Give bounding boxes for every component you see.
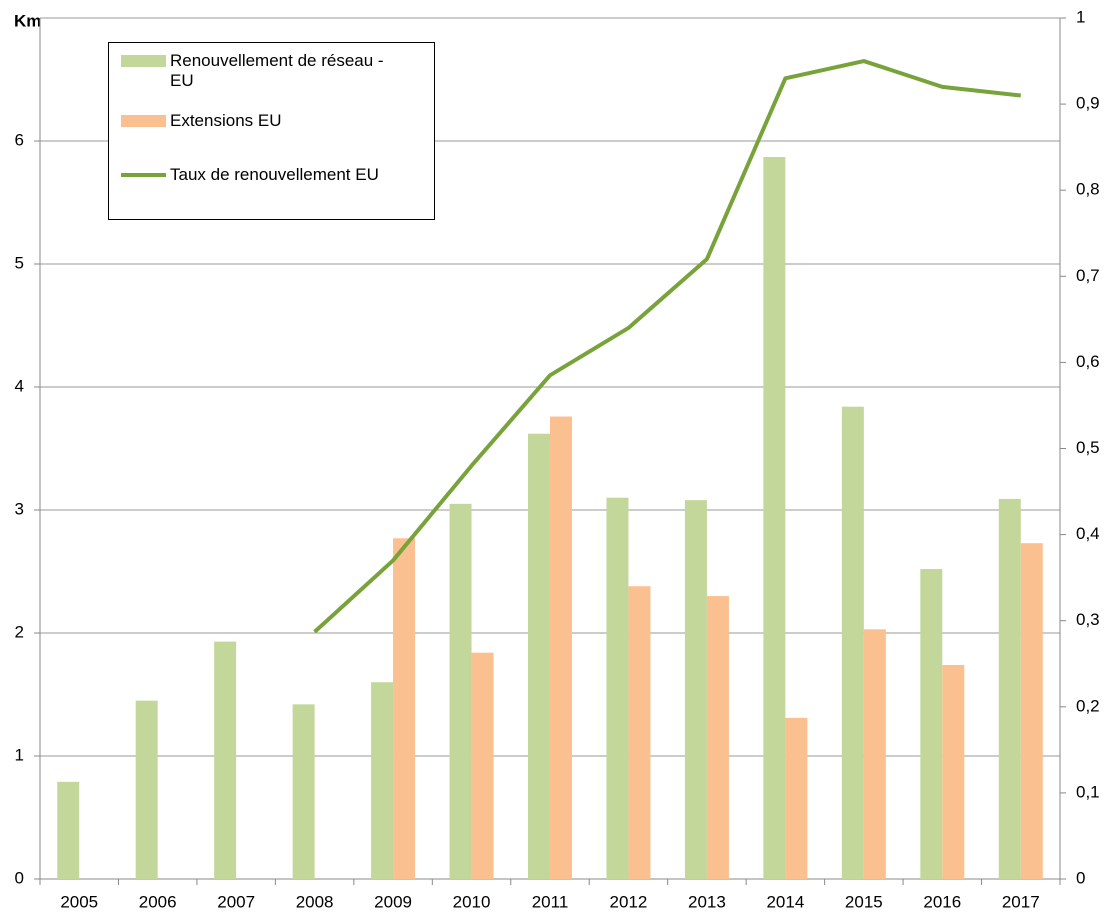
y-tick-label: 2: [15, 622, 24, 641]
bar: [57, 781, 80, 879]
y-tick-label: 0: [15, 868, 24, 887]
y2-tick-label: 0,1: [1076, 782, 1100, 801]
legend-label: Renouvellement de réseau - EU: [170, 51, 384, 90]
x-tick-label: 2009: [374, 892, 412, 911]
legend-swatch: [121, 55, 166, 67]
bar: [606, 497, 629, 879]
y2-tick-label: 0,4: [1076, 524, 1100, 543]
y2-tick-label: 0,8: [1076, 180, 1100, 199]
y2-tick-label: 0,9: [1076, 94, 1100, 113]
bar: [214, 641, 237, 879]
legend-entry: Extensions EU: [121, 111, 420, 131]
bar: [998, 498, 1021, 879]
legend-swatch: [121, 115, 166, 127]
bar: [763, 156, 786, 880]
x-tick-label: 2013: [688, 892, 726, 911]
bar: [863, 629, 886, 879]
y-tick-label: 4: [15, 376, 24, 395]
bar: [528, 433, 550, 879]
y2-tick-label: 0,5: [1076, 438, 1100, 457]
y2-tick-label: 0: [1076, 868, 1085, 887]
y2-tick-label: 0,3: [1076, 610, 1100, 629]
bar: [449, 503, 472, 879]
bar: [135, 700, 158, 879]
x-tick-label: 2005: [60, 892, 98, 911]
y2-tick-label: 0,6: [1076, 352, 1100, 371]
bar: [471, 652, 494, 879]
legend-entry: Renouvellement de réseau - EU: [121, 51, 400, 91]
legend: Renouvellement de réseau - EU Extensions …: [108, 42, 435, 220]
bar: [371, 682, 394, 879]
x-tick-label: 2010: [453, 892, 491, 911]
y-tick-label: 6: [15, 130, 24, 149]
y2-tick-label: 0,2: [1076, 696, 1100, 715]
y2-tick-label: 0,7: [1076, 266, 1100, 285]
y2-tick-label: 1: [1076, 7, 1085, 26]
x-tick-label: 2011: [532, 892, 569, 911]
y-tick-label: 5: [15, 253, 24, 272]
bar: [942, 664, 965, 879]
x-tick-label: 2014: [766, 892, 804, 911]
legend-label: Taux de renouvellement EU: [170, 165, 379, 184]
bar: [292, 704, 315, 879]
x-tick-label: 2006: [139, 892, 177, 911]
legend-entry: Taux de renouvellement EU: [121, 165, 420, 185]
x-tick-label: 2012: [610, 892, 648, 911]
bar: [785, 717, 808, 879]
bar: [920, 569, 943, 879]
x-tick-label: 2016: [923, 892, 961, 911]
y-tick-label: 3: [15, 499, 24, 518]
x-tick-label: 2008: [296, 892, 334, 911]
bar: [628, 586, 651, 879]
bar: [1020, 543, 1043, 879]
legend-label: Extensions EU: [170, 111, 282, 130]
bar: [841, 406, 864, 879]
bar: [550, 416, 572, 879]
line: [313, 59, 1021, 634]
legend-swatch: [121, 173, 166, 177]
x-tick-label: 2007: [217, 892, 255, 911]
bar: [706, 596, 729, 879]
x-tick-label: 2015: [845, 892, 883, 911]
bar: [684, 500, 707, 879]
y-axis-label: Km: [14, 11, 41, 30]
x-tick-label: 2017: [1002, 892, 1040, 911]
bar: [393, 538, 416, 879]
y-tick-label: 1: [15, 745, 24, 764]
